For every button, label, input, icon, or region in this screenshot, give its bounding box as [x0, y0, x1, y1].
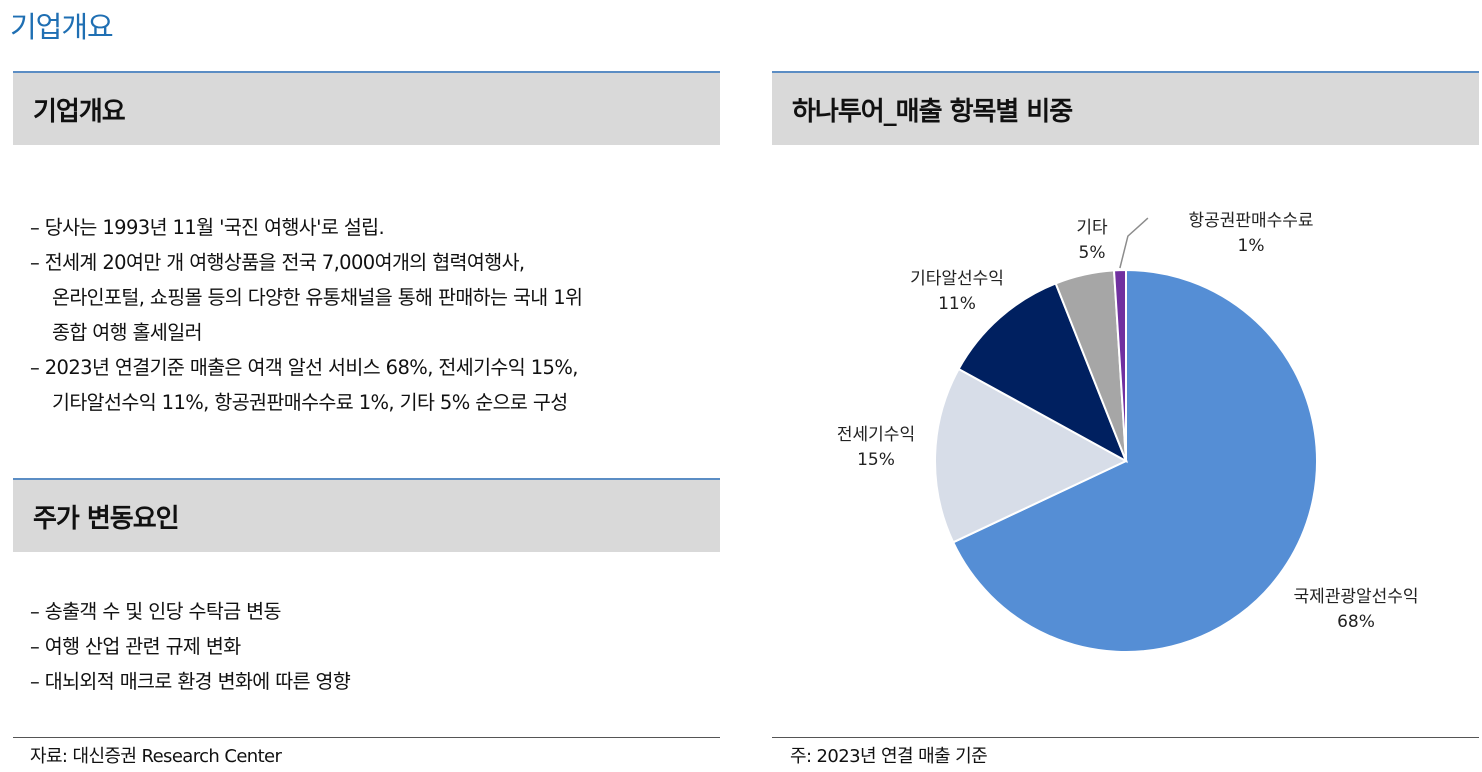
overview-line: – 전세계 20여만 개 여행상품을 전국 7,000여개의 협력여행사,: [30, 251, 525, 274]
overview-list: – 당사는 1993년 11월 '국진 여행사'로 설립. – 전세계 20여만…: [30, 210, 720, 420]
chart-note: 주: 2023년 연결 매출 기준: [790, 746, 988, 767]
footer-divider: [13, 737, 720, 738]
slice-value-label: 68%: [1337, 612, 1375, 632]
left-column: 기업개요 – 당사는 1993년 11월 '국진 여행사'로 설립. – 전세계…: [13, 71, 720, 693]
page-title: 기업개요: [10, 10, 114, 44]
slice-label: 기타: [1076, 218, 1108, 238]
footer-divider: [772, 737, 1479, 738]
slice-label: 기타알선수익: [910, 269, 1004, 289]
overview-line: 종합 여행 홀세일러: [52, 321, 203, 344]
source-note: 자료: 대신증권 Research Center: [30, 746, 282, 767]
slice-label: 항공권판매수수료: [1188, 211, 1313, 231]
pie-slice-2: [934, 367, 1129, 544]
factors-heading: 주가 변동요인: [13, 478, 720, 552]
right-column: 하나투어_매출 항목별 비중: [772, 71, 1479, 145]
factor-line: – 여행 산업 관련 규제 변화: [30, 635, 241, 658]
slice-value-label: 5%: [1079, 243, 1106, 263]
pie-slice-1: [951, 268, 1318, 653]
leader-line: [1119, 217, 1149, 269]
factor-line: – 송출객 수 및 인당 수탁금 변동: [30, 600, 281, 623]
overview-line: 온라인포털, 쇼핑몰 등의 다양한 유통채널을 통해 판매하는 국내 1위: [52, 286, 583, 309]
overview-heading: 기업개요: [13, 71, 720, 145]
factors-list: – 송출객 수 및 인당 수탁금 변동 – 여행 산업 관련 규제 변화 – 대…: [30, 594, 351, 699]
factor-line: – 대뇌외적 매크로 환경 변화에 따른 영향: [30, 670, 351, 693]
slice-value-label: 15%: [857, 450, 895, 470]
slice-label: 국제관광알선수익: [1293, 587, 1418, 607]
slice-label: 전세기수익: [837, 425, 915, 445]
overview-line: 기타알선수익 11%, 항공권판매수수료 1%, 기타 5% 순으로 구성: [52, 391, 568, 414]
overview-line: – 당사는 1993년 11월 '국진 여행사'로 설립.: [30, 216, 385, 239]
overview-line: – 2023년 연결기준 매출은 여객 알선 서비스 68%, 전세기수익 15…: [30, 356, 578, 379]
pie-slice-5: [1112, 268, 1127, 462]
chart-heading: 하나투어_매출 항목별 비중: [772, 71, 1479, 145]
pie-chart: 국제관광알선수익 68% 전세기수익 15% 기타알선수익 11% 기타 5% 항공권판매수수료…: [837, 211, 1419, 653]
slice-value-label: 11%: [938, 294, 976, 314]
pie-slice-3: [957, 282, 1128, 464]
slice-value-label: 1%: [1238, 236, 1265, 256]
